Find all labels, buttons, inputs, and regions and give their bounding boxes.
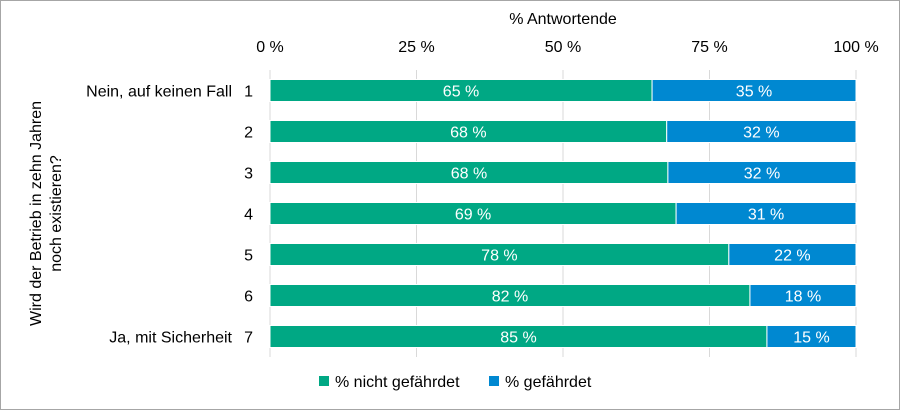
y-axis-title: Wird der Betrieb in zehn Jahren noch exis… <box>28 101 65 326</box>
y-tick-label: 7 <box>244 330 253 347</box>
data-label: 69 % <box>455 207 491 224</box>
bar-segment <box>749 284 857 307</box>
data-label: 32 % <box>744 166 780 183</box>
data-label: 32 % <box>743 125 779 142</box>
data-label: 78 % <box>481 248 517 265</box>
x-tick-label: 75 % <box>691 39 727 56</box>
category-annotation: Nein, auf keinen Fall <box>86 84 232 101</box>
x-tick-label: 0 % <box>256 39 284 56</box>
legend-label: % nicht gefährdet <box>335 374 460 391</box>
legend-swatch <box>319 376 329 386</box>
bar-segment <box>667 161 857 184</box>
data-label: 15 % <box>793 330 829 347</box>
data-label: 18 % <box>785 289 821 306</box>
y-tick-label: 1 <box>244 84 253 101</box>
data-label: 65 % <box>443 84 479 101</box>
bar-segment <box>675 202 857 225</box>
y-tick-label: 6 <box>244 289 253 306</box>
bar-segment <box>728 243 857 266</box>
data-label: 68 % <box>451 166 487 183</box>
x-tick-label: 100 % <box>833 39 878 56</box>
y-tick-label: 2 <box>244 125 253 142</box>
bar-segment <box>651 79 857 102</box>
bar-segment <box>666 120 857 143</box>
legend-label: % gefährdet <box>505 374 592 391</box>
data-label: 85 % <box>500 330 536 347</box>
data-label: 31 % <box>748 207 784 224</box>
bar-segment <box>766 325 857 348</box>
legend-swatch <box>489 376 499 386</box>
data-label: 22 % <box>774 248 810 265</box>
x-tick-label: 50 % <box>545 39 581 56</box>
x-tick-label: 25 % <box>398 39 434 56</box>
data-label: 82 % <box>492 289 528 306</box>
y-tick-label: 5 <box>244 248 253 265</box>
data-label: 35 % <box>736 84 772 101</box>
y-tick-label: 3 <box>244 166 253 183</box>
category-annotation: Ja, mit Sicherheit <box>109 330 232 347</box>
y-tick-label: 4 <box>244 207 253 224</box>
data-label: 68 % <box>450 125 486 142</box>
x-axis-title: % Antwortende <box>509 11 617 28</box>
